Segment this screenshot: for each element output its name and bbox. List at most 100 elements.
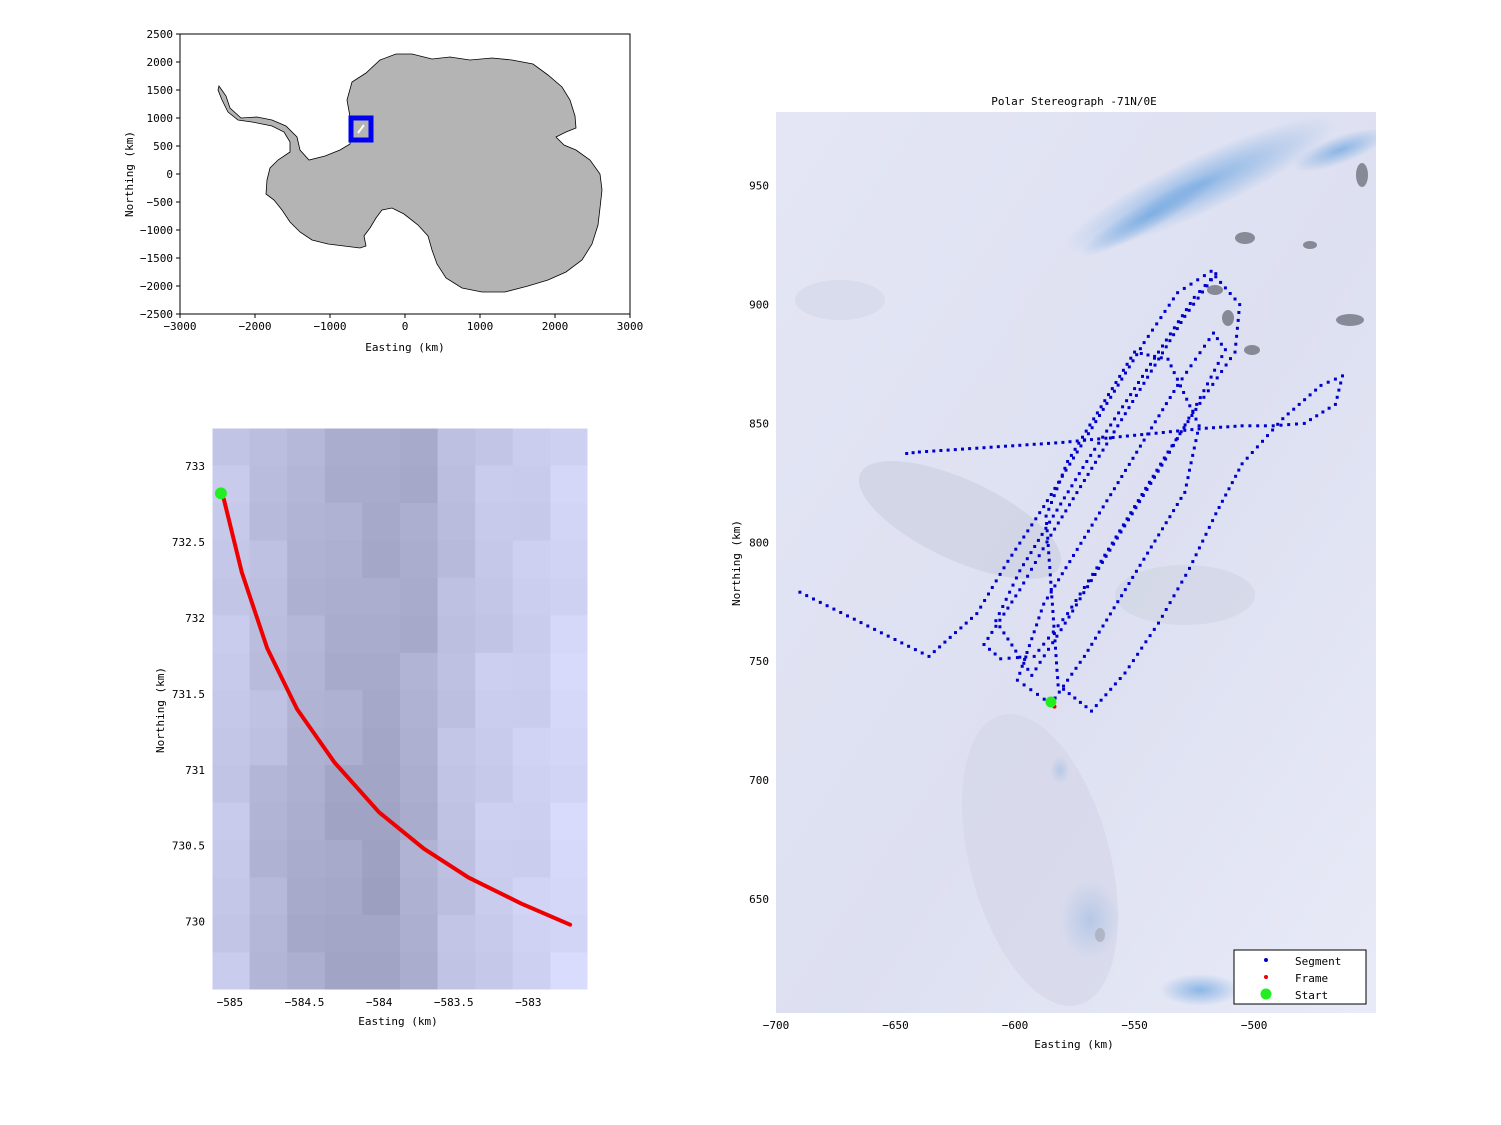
segment-point	[905, 452, 909, 455]
segment-point	[1035, 623, 1039, 627]
segment-point	[1079, 444, 1083, 448]
segment-point	[1117, 411, 1121, 415]
frame-detail-x-ticks: −585 −584.5 −584 −583.5 −583	[217, 996, 542, 1009]
segment-point	[1051, 514, 1055, 518]
segment-point	[1237, 311, 1241, 314]
segment-point	[1112, 430, 1116, 434]
segment-point	[1044, 526, 1048, 530]
segment-point	[1188, 404, 1192, 408]
segment-point	[986, 636, 990, 640]
x-tick-label: −583	[515, 996, 542, 1009]
segment-point	[866, 624, 870, 628]
segment-point	[1112, 487, 1116, 491]
segment-point	[1217, 506, 1221, 509]
satellite-pixel	[475, 428, 514, 466]
segment-point	[818, 600, 822, 604]
segment-point	[1195, 402, 1199, 406]
segment-point	[1198, 351, 1202, 355]
segment-point	[1161, 344, 1164, 348]
segment-point	[1079, 485, 1083, 489]
segment-point	[1070, 605, 1074, 609]
segment-point	[1209, 375, 1213, 379]
segment-point	[997, 612, 1001, 616]
y-tick-label: 950	[749, 180, 769, 193]
satellite-pixel	[400, 765, 439, 804]
segment-point	[1045, 522, 1049, 525]
segment-point	[1183, 423, 1187, 427]
satellite-pixel	[400, 540, 439, 579]
segment-point	[1149, 481, 1153, 485]
segment-point	[1034, 667, 1038, 671]
segment-point	[1183, 490, 1187, 494]
satellite-pixel	[249, 840, 288, 879]
segment-point	[1194, 553, 1198, 557]
segment-point	[1060, 473, 1064, 477]
segment-point	[1131, 659, 1135, 663]
segment-point	[1082, 438, 1086, 442]
satellite-pixel	[287, 540, 326, 579]
segment-point	[1108, 548, 1112, 552]
satellite-pixel	[512, 802, 551, 841]
segment-point	[1116, 383, 1120, 387]
segment-point	[1191, 411, 1195, 414]
segment-point	[879, 631, 883, 635]
segment-point	[1192, 302, 1196, 306]
segment-point	[1025, 443, 1029, 447]
satellite-pixel	[512, 915, 551, 954]
segment-point	[1214, 272, 1218, 276]
segment-point	[1192, 446, 1196, 450]
segment-point	[913, 648, 917, 652]
satellite-pixel	[550, 952, 588, 990]
overview-x-ticks: −3000 −2000 −1000 0 1000 2000 3000	[163, 314, 643, 333]
segment-point	[1198, 396, 1202, 400]
segment-point	[1206, 382, 1209, 386]
satellite-pixel	[512, 652, 551, 691]
segment-point	[1266, 434, 1269, 438]
segment-track	[798, 269, 1344, 713]
segment-point	[1184, 308, 1188, 312]
y-tick-label: −1000	[140, 224, 173, 237]
satellite-pixel	[512, 615, 551, 654]
start-marker	[1045, 696, 1057, 708]
segment-point	[1276, 422, 1280, 426]
y-tick-label: 732.5	[172, 536, 205, 549]
segment-point	[1030, 637, 1034, 641]
satellite-pixel	[512, 465, 551, 504]
segment-point	[1037, 554, 1041, 558]
segment-point	[825, 604, 829, 608]
segment-point	[1120, 594, 1124, 598]
segment-point	[1086, 648, 1090, 652]
segment-point	[1138, 347, 1142, 351]
segment-point	[1166, 357, 1170, 361]
satellite-pixel	[437, 615, 476, 654]
segment-point	[1061, 618, 1065, 622]
satellite-pixel	[437, 652, 476, 691]
segment-point	[1125, 434, 1129, 438]
segment-point	[1118, 374, 1122, 378]
legend-box	[1233, 949, 1367, 1005]
segment-point	[1213, 368, 1217, 372]
segment-point	[1295, 422, 1298, 426]
segment-point	[1026, 529, 1030, 533]
segment-point	[1119, 530, 1123, 534]
segment-point	[1093, 573, 1097, 576]
segment-point	[1149, 362, 1152, 366]
satellite-pixel	[550, 540, 588, 579]
segment-point	[1168, 601, 1172, 605]
segment-point	[1286, 412, 1290, 416]
satellite-pixel	[324, 915, 363, 954]
segment-point	[1207, 338, 1211, 342]
segment-point	[1099, 405, 1103, 409]
segment-point	[1069, 453, 1073, 457]
segment-point	[1203, 344, 1206, 348]
segment-point	[1086, 432, 1090, 436]
segment-point	[1137, 381, 1140, 384]
satellite-pixel	[437, 465, 476, 504]
segment-point	[961, 447, 964, 451]
segment-point	[1112, 606, 1116, 610]
segment-point	[1047, 647, 1050, 651]
segment-point	[1297, 402, 1301, 406]
segment-point	[1045, 499, 1049, 503]
segment-point	[1127, 462, 1131, 466]
segment-point	[1094, 704, 1098, 708]
